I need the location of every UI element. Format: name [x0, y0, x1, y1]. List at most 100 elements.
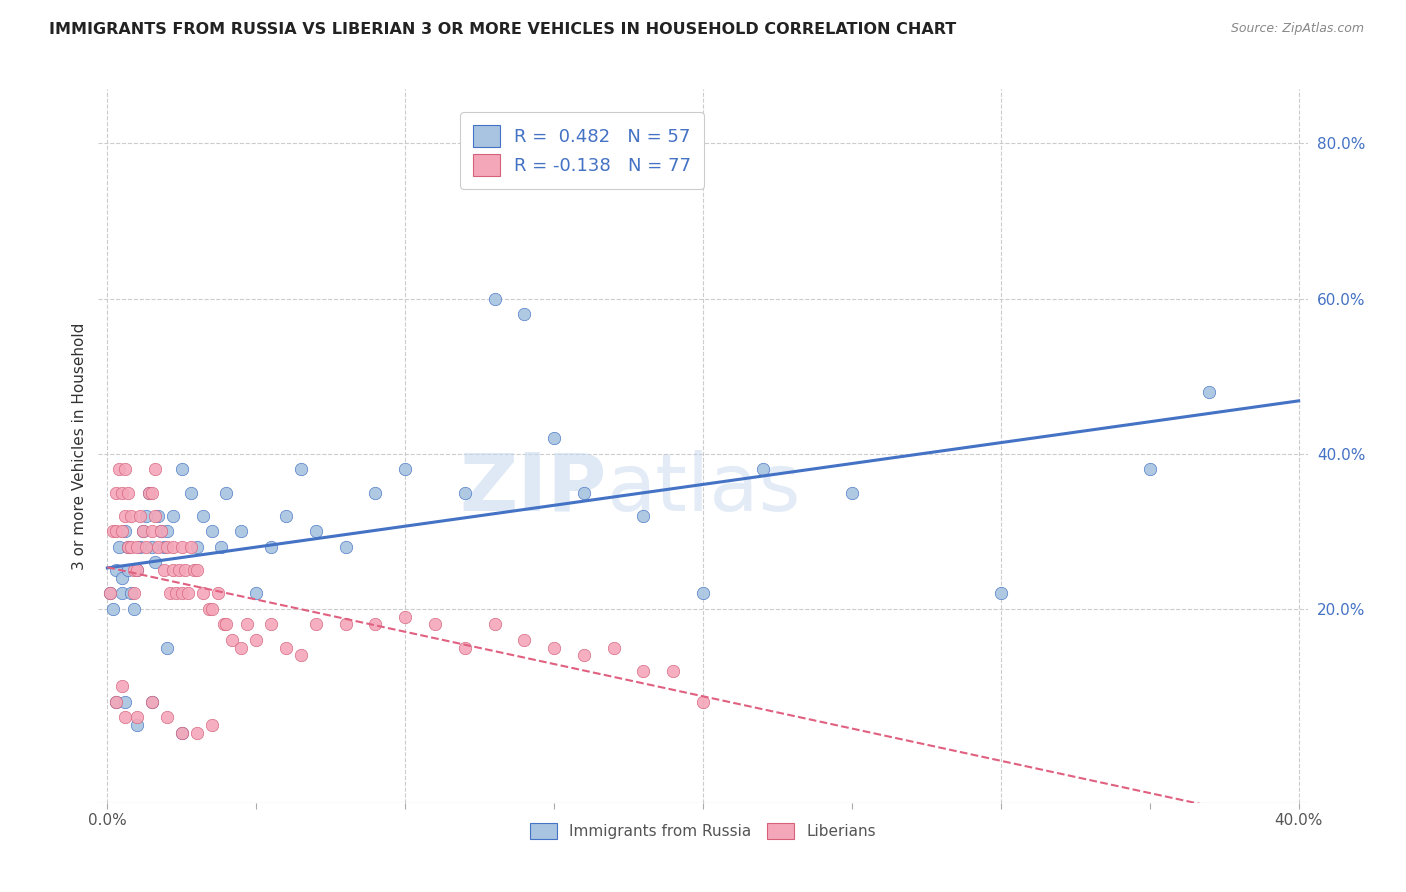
Point — [105, 695, 128, 709]
Point — [170, 726, 193, 740]
Point — [143, 462, 166, 476]
Point — [138, 485, 160, 500]
Point — [170, 540, 193, 554]
Point — [105, 485, 128, 500]
Point — [114, 524, 136, 539]
Point — [364, 617, 387, 632]
Point — [146, 508, 169, 523]
Point — [135, 508, 157, 523]
Point — [231, 640, 253, 655]
Point — [1198, 384, 1220, 399]
Point — [156, 640, 179, 655]
Point — [141, 540, 163, 554]
Point — [120, 586, 142, 600]
Point — [260, 540, 283, 554]
Point — [513, 632, 536, 647]
Point — [572, 485, 595, 500]
Point — [135, 540, 157, 554]
Point — [111, 485, 134, 500]
Y-axis label: 3 or more Vehicles in Household: 3 or more Vehicles in Household — [72, 322, 87, 570]
Point — [141, 524, 163, 539]
Point — [105, 563, 128, 577]
Point — [191, 586, 214, 600]
Point — [111, 571, 134, 585]
Point — [290, 648, 312, 663]
Point — [180, 485, 202, 500]
Point — [114, 710, 136, 724]
Point — [143, 508, 166, 523]
Point — [841, 485, 863, 500]
Point — [162, 540, 184, 554]
Point — [165, 586, 187, 600]
Point — [423, 617, 446, 632]
Point — [236, 617, 259, 632]
Point — [114, 508, 136, 523]
Point — [120, 540, 142, 554]
Point — [138, 485, 160, 500]
Point — [149, 524, 172, 539]
Point — [170, 462, 193, 476]
Point — [364, 485, 387, 500]
Point — [162, 508, 184, 523]
Point — [170, 726, 193, 740]
Point — [105, 695, 128, 709]
Legend: Immigrants from Russia, Liberians: Immigrants from Russia, Liberians — [523, 817, 883, 845]
Point — [305, 617, 328, 632]
Point — [122, 602, 145, 616]
Point — [129, 508, 152, 523]
Point — [274, 640, 297, 655]
Point — [141, 485, 163, 500]
Point — [335, 617, 357, 632]
Point — [394, 462, 416, 476]
Point — [305, 524, 328, 539]
Point — [221, 632, 243, 647]
Text: atlas: atlas — [606, 450, 800, 528]
Point — [114, 462, 136, 476]
Point — [153, 563, 176, 577]
Point — [260, 617, 283, 632]
Point — [454, 640, 477, 655]
Point — [543, 640, 565, 655]
Point — [143, 555, 166, 569]
Point — [114, 695, 136, 709]
Point — [132, 524, 155, 539]
Point — [751, 462, 773, 476]
Point — [122, 586, 145, 600]
Point — [200, 602, 222, 616]
Text: ZIP: ZIP — [458, 450, 606, 528]
Point — [394, 609, 416, 624]
Point — [543, 431, 565, 445]
Point — [170, 586, 193, 600]
Point — [162, 563, 184, 577]
Point — [156, 540, 179, 554]
Point — [180, 540, 202, 554]
Point — [141, 695, 163, 709]
Point — [454, 485, 477, 500]
Point — [129, 540, 152, 554]
Point — [117, 540, 139, 554]
Point — [156, 710, 179, 724]
Point — [633, 664, 655, 678]
Point — [274, 508, 297, 523]
Point — [108, 462, 131, 476]
Point — [197, 602, 219, 616]
Point — [111, 680, 134, 694]
Point — [117, 563, 139, 577]
Point — [212, 617, 235, 632]
Point — [572, 648, 595, 663]
Point — [186, 726, 208, 740]
Point — [127, 540, 149, 554]
Point — [1139, 462, 1161, 476]
Point — [127, 563, 149, 577]
Point — [132, 524, 155, 539]
Point — [127, 710, 149, 724]
Point — [117, 485, 139, 500]
Point — [105, 524, 128, 539]
Point — [990, 586, 1012, 600]
Point — [127, 718, 149, 732]
Point — [183, 563, 205, 577]
Point — [209, 540, 232, 554]
Point — [108, 540, 131, 554]
Point — [153, 540, 176, 554]
Point — [122, 563, 145, 577]
